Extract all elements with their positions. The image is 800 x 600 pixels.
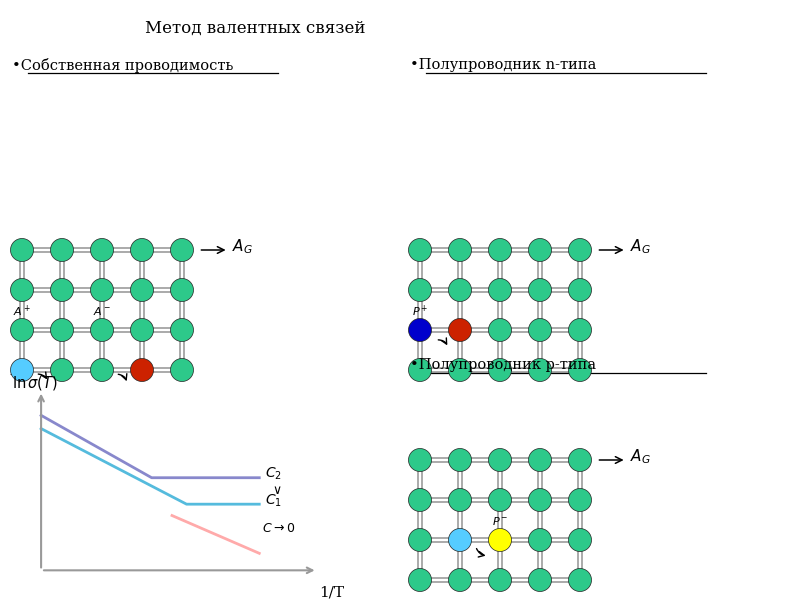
FancyArrowPatch shape [38,372,46,378]
Circle shape [569,358,591,382]
Circle shape [449,569,471,592]
Circle shape [489,358,511,382]
Circle shape [90,238,114,262]
Circle shape [529,278,551,302]
Circle shape [489,319,511,341]
Circle shape [409,319,431,341]
Circle shape [449,358,471,382]
Circle shape [569,569,591,592]
Circle shape [449,278,471,302]
Circle shape [569,449,591,472]
Circle shape [10,319,34,341]
Circle shape [130,238,154,262]
Circle shape [170,278,194,302]
Circle shape [529,319,551,341]
Text: $\vee$: $\vee$ [272,484,282,497]
Circle shape [50,238,74,262]
Circle shape [529,529,551,551]
Circle shape [10,358,34,382]
Circle shape [489,238,511,262]
Circle shape [529,488,551,511]
FancyArrowPatch shape [118,374,127,380]
Text: -: - [10,368,14,382]
Circle shape [569,278,591,302]
Text: $A_G$: $A_G$ [231,238,253,256]
Circle shape [10,238,34,262]
Circle shape [449,449,471,472]
Circle shape [130,358,154,382]
Text: •Собственная проводимость: •Собственная проводимость [12,58,234,73]
Text: $A^+$: $A^+$ [13,304,31,319]
Circle shape [489,529,511,551]
Circle shape [170,238,194,262]
Circle shape [489,488,511,511]
Circle shape [50,358,74,382]
Circle shape [10,278,34,302]
Circle shape [489,569,511,592]
Text: 1/T: 1/T [319,586,345,599]
FancyArrowPatch shape [438,338,446,344]
Circle shape [409,488,431,511]
Circle shape [449,488,471,511]
Circle shape [409,449,431,472]
Circle shape [90,278,114,302]
Circle shape [569,319,591,341]
Circle shape [130,278,154,302]
Circle shape [170,358,194,382]
Text: $P^-$: $P^-$ [492,515,508,527]
Circle shape [569,529,591,551]
Circle shape [529,238,551,262]
Text: •Полупроводник n-типа: •Полупроводник n-типа [410,58,596,72]
Circle shape [90,319,114,341]
Circle shape [529,569,551,592]
Circle shape [409,238,431,262]
Text: $A_G$: $A_G$ [630,238,650,256]
Circle shape [449,319,471,341]
Circle shape [489,449,511,472]
Circle shape [409,358,431,382]
Circle shape [50,278,74,302]
Circle shape [449,529,471,551]
Text: $\ln\sigma(T)$: $\ln\sigma(T)$ [12,374,58,392]
Text: $C_1$: $C_1$ [265,492,282,509]
Circle shape [529,449,551,472]
Text: $C{\rightarrow}0$: $C{\rightarrow}0$ [262,522,295,535]
Circle shape [449,238,471,262]
Circle shape [489,278,511,302]
Circle shape [50,319,74,341]
Text: $A_G$: $A_G$ [630,448,650,466]
Circle shape [409,278,431,302]
Circle shape [409,529,431,551]
Circle shape [409,569,431,592]
FancyArrowPatch shape [477,548,484,557]
Circle shape [529,358,551,382]
Text: $A^-$: $A^-$ [93,305,111,317]
Circle shape [170,319,194,341]
Text: •Полупроводник p-типа: •Полупроводник p-типа [410,358,596,372]
Text: Метод валентных связей: Метод валентных связей [145,20,366,37]
Circle shape [569,488,591,511]
Circle shape [130,319,154,341]
Circle shape [569,238,591,262]
Text: $P^+$: $P^+$ [412,304,428,319]
Circle shape [90,358,114,382]
Text: $C_2$: $C_2$ [265,466,282,482]
